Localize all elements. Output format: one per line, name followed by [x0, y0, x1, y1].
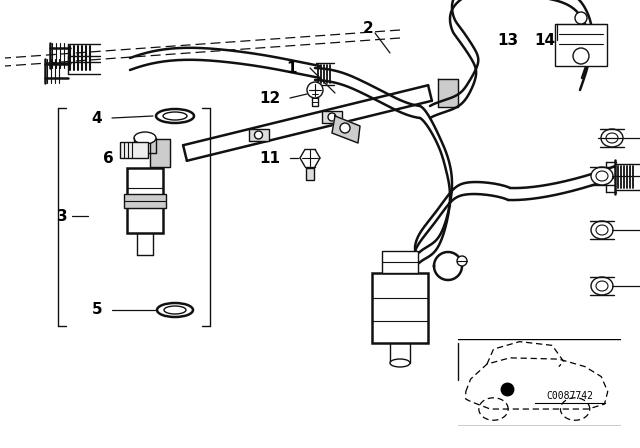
Ellipse shape [156, 109, 194, 123]
Bar [372, 273, 428, 343]
Ellipse shape [591, 167, 613, 185]
Bar [248, 129, 269, 141]
Polygon shape [438, 79, 458, 107]
Ellipse shape [596, 225, 608, 235]
Text: C0087742: C0087742 [547, 391, 593, 401]
Text: 12: 12 [259, 90, 280, 105]
Ellipse shape [591, 221, 613, 239]
Ellipse shape [596, 281, 608, 291]
Text: 1: 1 [287, 60, 297, 76]
Polygon shape [332, 116, 360, 143]
Bar [124, 194, 166, 208]
Text: 2: 2 [363, 21, 373, 35]
Circle shape [575, 12, 587, 24]
Ellipse shape [596, 171, 608, 181]
Ellipse shape [157, 303, 193, 317]
Text: 11: 11 [259, 151, 280, 165]
Ellipse shape [163, 112, 187, 120]
Text: 3: 3 [57, 208, 67, 224]
Ellipse shape [134, 132, 156, 144]
Circle shape [307, 82, 323, 98]
Text: 13: 13 [497, 33, 518, 47]
Text: 6: 6 [102, 151, 113, 165]
Ellipse shape [164, 306, 186, 314]
Ellipse shape [591, 277, 613, 295]
Ellipse shape [390, 359, 410, 367]
Ellipse shape [601, 129, 623, 147]
Bar [555, 24, 607, 66]
Bar [127, 168, 163, 233]
Text: 4: 4 [92, 111, 102, 125]
Bar [312, 90, 318, 106]
Circle shape [457, 256, 467, 266]
Ellipse shape [606, 133, 618, 143]
Bar [120, 142, 148, 158]
Bar [306, 168, 314, 180]
Text: 5: 5 [92, 302, 102, 318]
Polygon shape [150, 139, 170, 167]
Bar [382, 251, 418, 273]
Circle shape [340, 123, 350, 133]
Text: 14: 14 [534, 33, 556, 47]
Bar [322, 111, 342, 123]
Circle shape [255, 131, 262, 139]
Circle shape [328, 113, 336, 121]
Circle shape [573, 48, 589, 64]
